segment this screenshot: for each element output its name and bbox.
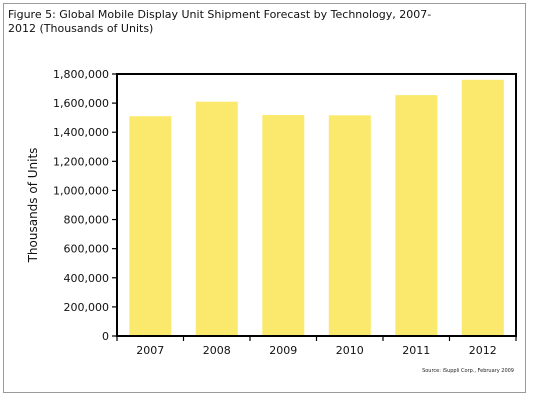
y-tick-label: 400,000 xyxy=(64,272,110,285)
plot-area xyxy=(116,73,517,337)
x-tick-label: 2012 xyxy=(469,344,497,357)
y-tick-label: 1,000,000 xyxy=(53,184,109,197)
chart-title: Figure 5: Global Mobile Display Unit Shi… xyxy=(8,8,432,35)
x-tick-label: 2008 xyxy=(203,344,231,357)
chart-frame xyxy=(3,3,526,393)
bar-2008 xyxy=(195,101,238,336)
source-note: Source: iSuppli Corp., February 2009 xyxy=(422,368,514,374)
x-tick-label: 2009 xyxy=(269,344,297,357)
bar-2010 xyxy=(328,115,371,336)
x-tick-label: 2010 xyxy=(336,344,364,357)
y-tick-label: 1,600,000 xyxy=(53,97,109,110)
y-tick-label: 600,000 xyxy=(64,243,110,256)
y-tick-label: 800,000 xyxy=(64,214,110,227)
y-axis-title: Thousands of Units xyxy=(26,148,40,264)
y-tick-label: 1,800,000 xyxy=(53,68,109,81)
bar-2011 xyxy=(395,95,438,336)
y-tick-label: 1,400,000 xyxy=(53,126,109,139)
bar-2012 xyxy=(461,79,504,337)
y-tick-label: 200,000 xyxy=(64,301,110,314)
x-tick-label: 2007 xyxy=(136,344,164,357)
y-tick-label: 1,200,000 xyxy=(53,155,109,168)
x-tick-label: 2011 xyxy=(402,344,430,357)
bar-2007 xyxy=(129,116,172,336)
y-tick-label: 0 xyxy=(102,330,109,343)
bar-2009 xyxy=(262,115,305,336)
